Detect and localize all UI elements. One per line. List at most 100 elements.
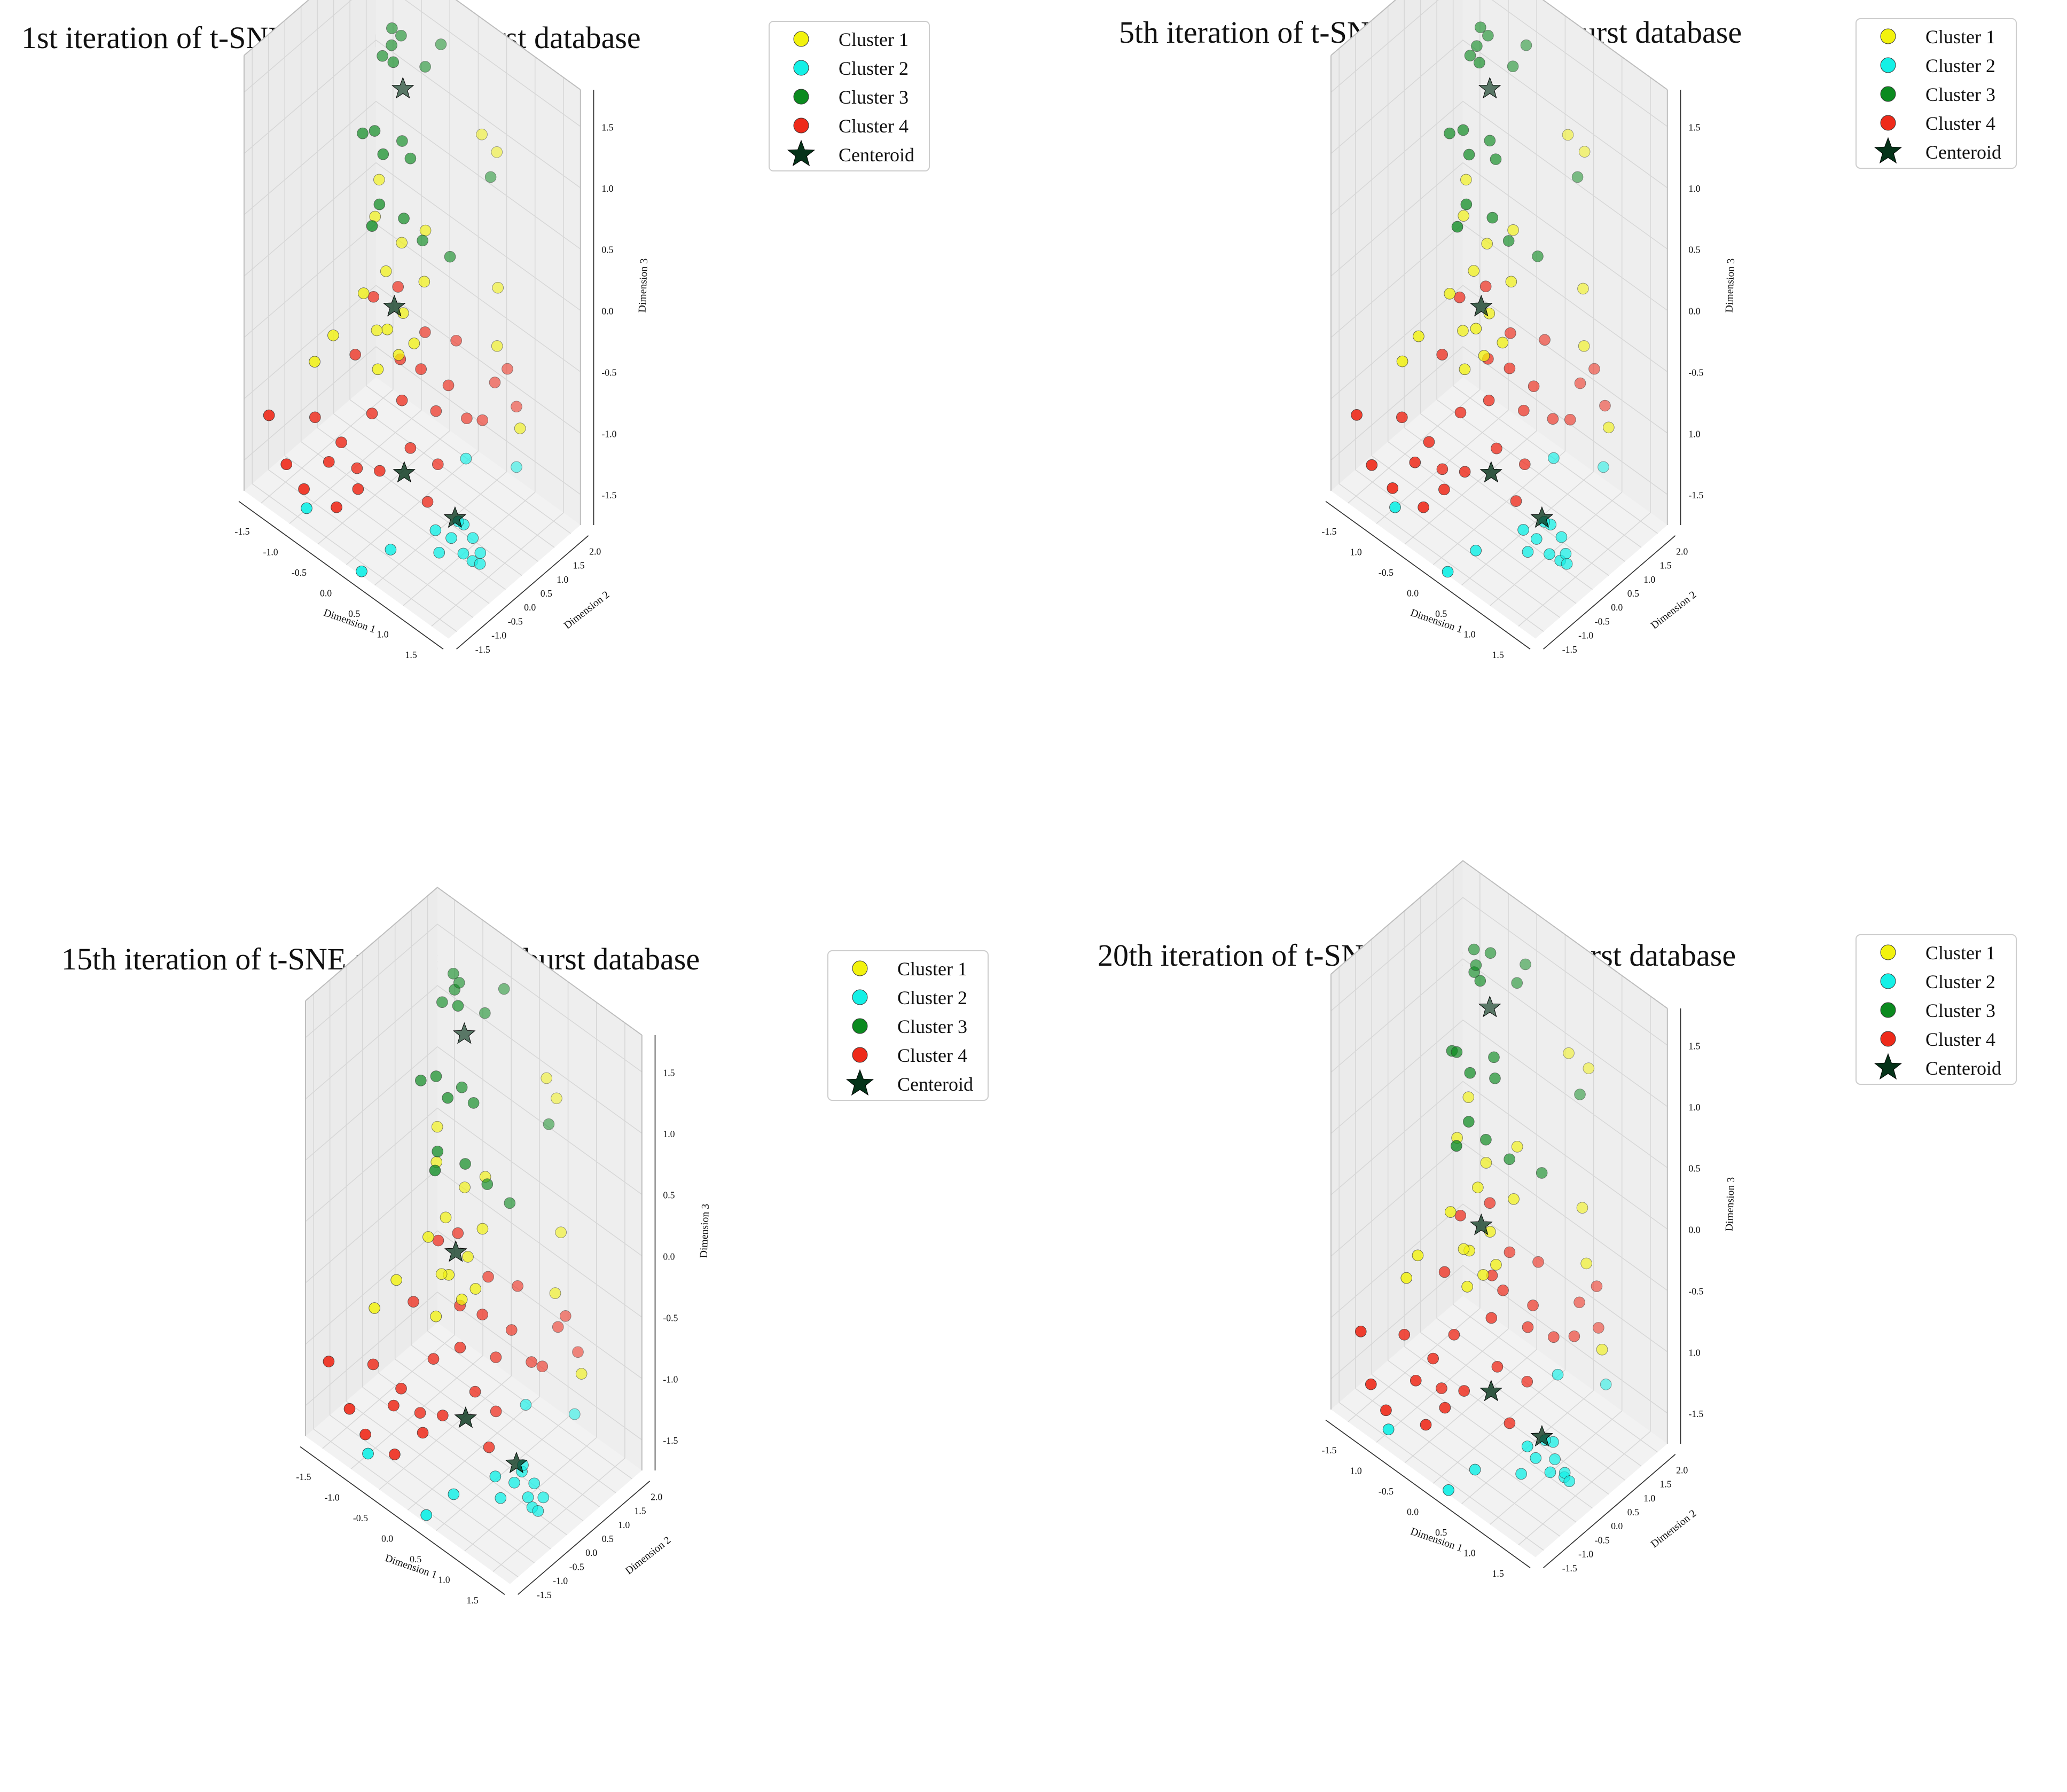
- y-tick-label: -1.5: [475, 644, 490, 655]
- x-tick-label: -1.5: [234, 526, 249, 537]
- point-cluster-1: [1478, 350, 1490, 362]
- grid-line-y: [1436, 399, 1642, 548]
- point-cluster-1: [1400, 1272, 1413, 1284]
- x-tick-label: 0.0: [1407, 588, 1419, 598]
- grid-line-x: [1518, 512, 1651, 627]
- z-tick-label: 1.0: [663, 1129, 675, 1139]
- point-cluster-4: [552, 1321, 564, 1333]
- grid-line-x: [1432, 451, 1565, 565]
- point-cluster-4: [482, 1271, 494, 1283]
- point-cluster-1: [541, 1072, 553, 1084]
- point-cluster-3: [1464, 50, 1476, 61]
- top-edge: [1330, 0, 1668, 90]
- point-cluster-4: [1454, 406, 1467, 419]
- point-cluster-1: [1396, 355, 1408, 367]
- legend-box: [769, 21, 930, 171]
- point-cluster-1: [440, 1211, 452, 1224]
- point-cluster-4: [452, 1227, 464, 1239]
- y-axis-line: [456, 535, 589, 649]
- point-cluster-4: [454, 1342, 466, 1353]
- point-cluster-4: [419, 326, 431, 338]
- point-cluster-4: [1438, 483, 1450, 496]
- centroid-marker: [391, 76, 414, 99]
- point-cluster-3: [386, 22, 398, 34]
- grid-line-x: [407, 1396, 540, 1511]
- point-cluster-2: [1469, 1464, 1481, 1476]
- point-cluster-3: [1480, 1133, 1492, 1146]
- point-cluster-4: [432, 1234, 444, 1247]
- legend-label: Cluster 4: [1925, 1029, 1995, 1050]
- point-cluster-2: [522, 1491, 534, 1504]
- point-cluster-1: [1458, 210, 1469, 222]
- z-tick-label: 1.0: [1688, 1102, 1700, 1113]
- data-points: [1354, 943, 1612, 1496]
- grid-line-x: [492, 1458, 625, 1572]
- z-tick-label: 0.0: [601, 306, 613, 317]
- point-cluster-3: [417, 234, 428, 247]
- z-tick-label: 0.5: [601, 245, 613, 255]
- x-axis-line: [300, 1446, 505, 1595]
- point-cluster-4: [512, 1280, 523, 1292]
- centroid-marker: [382, 294, 406, 317]
- z-tick-label: 0.0: [663, 1251, 675, 1262]
- z-tick-label: 1.0: [1688, 183, 1700, 194]
- point-cluster-2: [1549, 1453, 1561, 1465]
- point-cluster-4: [1491, 1361, 1504, 1373]
- x-tick-label: -0.5: [1379, 1486, 1393, 1497]
- x-axis-line: [1325, 500, 1531, 649]
- point-cluster-4: [1518, 404, 1530, 417]
- point-cluster-3: [442, 1092, 454, 1104]
- legend-label: Cluster 4: [1925, 113, 1995, 134]
- point-cluster-3: [1532, 251, 1544, 262]
- x-tick-label: -1.5: [1321, 1445, 1336, 1455]
- legend-label: Cluster 4: [839, 115, 909, 137]
- legend: Cluster 1 Cluster 2 Cluster 3 Cluster 4 Cent…: [1855, 934, 2017, 1085]
- legend-marker-icon: [1880, 1031, 1896, 1047]
- y-axis-line: [1543, 535, 1676, 649]
- grid-line-z: [1330, 285, 1668, 434]
- y-axis-label: Dimension 2: [623, 1534, 674, 1577]
- point-cluster-3: [369, 125, 381, 137]
- y-tick-label: 2.0: [1676, 546, 1688, 557]
- point-cluster-1: [373, 174, 385, 186]
- point-cluster-4: [1510, 495, 1522, 507]
- point-cluster-4: [1387, 482, 1399, 494]
- grid-line-y: [1371, 455, 1577, 604]
- point-cluster-4: [1427, 1352, 1439, 1365]
- point-cluster-1: [551, 1092, 562, 1105]
- point-cluster-1: [1460, 174, 1472, 186]
- point-cluster-1: [1477, 1269, 1489, 1281]
- point-cluster-4: [461, 412, 473, 425]
- z-axis-label: Dimension 3: [698, 1203, 712, 1258]
- x-tick-label: 0.5: [1435, 608, 1447, 619]
- point-cluster-4: [349, 349, 361, 361]
- point-cluster-1: [381, 323, 393, 335]
- point-cluster-1: [1458, 1243, 1470, 1255]
- grid-line-z: [244, 346, 581, 495]
- point-cluster-4: [404, 442, 417, 454]
- point-cluster-3: [1474, 975, 1486, 987]
- point-cluster-3: [377, 50, 388, 62]
- y-tick-label: 0.0: [524, 602, 536, 613]
- point-cluster-4: [1497, 1284, 1509, 1296]
- point-cluster-4: [490, 1351, 502, 1363]
- grid-line-x: [403, 492, 536, 606]
- centroid-marker: [1469, 1213, 1493, 1235]
- z-tick-label: -0.5: [1688, 1286, 1703, 1296]
- point-cluster-1: [422, 1231, 434, 1243]
- point-cluster-4: [298, 483, 310, 495]
- x-tick-label: 1.5: [405, 649, 417, 660]
- point-cluster-1: [1583, 1062, 1595, 1074]
- x-tick-label: 0.0: [320, 588, 332, 598]
- z-tick-label: 1.5: [601, 122, 613, 132]
- point-cluster-2: [508, 1476, 520, 1489]
- point-cluster-1: [369, 1302, 380, 1314]
- point-cluster-1: [1472, 1181, 1484, 1193]
- grid-line-y: [378, 1373, 584, 1522]
- grid-line-x: [1518, 1431, 1651, 1545]
- point-cluster-1: [1511, 1141, 1523, 1153]
- legend-label: Centeroid: [1925, 1058, 2001, 1079]
- point-cluster-4: [430, 405, 442, 417]
- point-cluster-3: [357, 127, 369, 139]
- y-tick-label: -1.0: [1578, 1549, 1593, 1560]
